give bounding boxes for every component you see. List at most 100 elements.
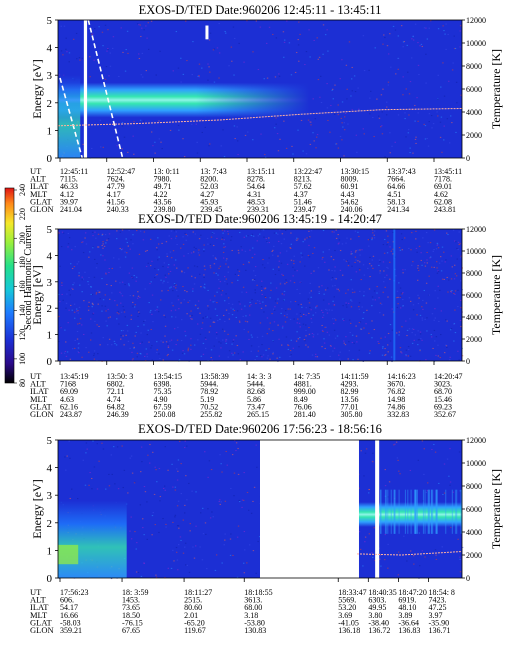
noise-pixel <box>455 131 457 133</box>
noise-pixel <box>437 355 440 357</box>
noise-pixel <box>313 140 315 142</box>
ephemeris-value: 68.00 <box>244 603 262 612</box>
noise-pixel <box>128 284 130 286</box>
ephemeris-value: -36.64 <box>398 618 419 627</box>
noise-pixel <box>405 88 407 90</box>
noise-pixel <box>308 312 310 314</box>
ephemeris-value: 49.95 <box>368 603 386 612</box>
noise-pixel <box>409 469 412 472</box>
noise-pixel <box>91 488 93 490</box>
noise-pixel <box>328 334 331 336</box>
noise-pixel <box>332 300 334 302</box>
noise-pixel <box>220 501 222 503</box>
ephemeris-value: 4.22 <box>154 190 168 199</box>
noise-pixel <box>446 232 448 234</box>
noise-pixel <box>419 331 422 333</box>
noise-pixel <box>437 28 440 30</box>
noise-pixel <box>268 328 270 330</box>
noise-pixel <box>326 331 329 333</box>
noise-pixel <box>127 245 130 247</box>
noise-pixel <box>190 252 193 254</box>
noise-pixel <box>410 57 413 59</box>
noise-pixel <box>207 289 209 292</box>
noise-pixel <box>445 319 447 321</box>
noise-pixel <box>403 237 406 239</box>
noise-pixel <box>244 549 246 551</box>
noise-pixel <box>88 256 90 258</box>
noise-pixel <box>437 115 439 117</box>
noise-pixel <box>376 98 378 100</box>
noise-pixel <box>178 527 180 529</box>
noise-pixel <box>378 115 380 117</box>
noise-pixel <box>289 247 291 249</box>
noise-pixel <box>423 473 425 475</box>
noise-pixel <box>437 247 440 249</box>
noise-pixel <box>372 556 374 558</box>
noise-pixel <box>334 266 336 268</box>
noise-pixel <box>213 232 215 234</box>
noise-pixel <box>133 346 135 348</box>
noise-pixel <box>150 328 152 331</box>
noise-pixel <box>205 533 207 535</box>
noise-pixel <box>238 270 241 272</box>
noise-pixel <box>159 495 162 498</box>
noise-pixel <box>154 466 156 468</box>
noise-pixel <box>414 23 417 25</box>
noise-pixel <box>291 145 293 147</box>
noise-pixel <box>340 117 343 119</box>
noise-pixel <box>450 115 452 117</box>
noise-pixel <box>426 262 428 264</box>
noise-pixel <box>257 235 260 237</box>
noise-pixel <box>452 491 455 493</box>
noise-pixel <box>238 320 241 322</box>
noise-pixel <box>69 358 72 360</box>
noise-pixel <box>303 313 305 315</box>
noise-pixel <box>105 310 107 312</box>
noise-pixel <box>243 472 245 474</box>
noise-pixel <box>175 231 177 233</box>
noise-pixel <box>112 36 115 38</box>
noise-pixel <box>120 302 122 304</box>
noise-pixel <box>254 253 256 255</box>
noise-pixel <box>254 289 256 291</box>
noise-pixel <box>122 486 124 489</box>
noise-pixel <box>127 330 129 332</box>
noise-pixel <box>77 261 80 263</box>
noise-pixel <box>351 341 354 344</box>
noise-pixel <box>108 298 111 300</box>
noise-pixel <box>224 539 226 541</box>
noise-pixel <box>366 309 368 311</box>
noise-pixel <box>354 91 357 93</box>
noise-pixel <box>287 308 289 310</box>
noise-pixel <box>230 533 232 535</box>
noise-pixel <box>132 243 134 245</box>
noise-pixel <box>310 296 312 298</box>
noise-pixel <box>197 252 200 254</box>
noise-pixel <box>73 282 75 284</box>
noise-pixel <box>280 243 283 245</box>
ephemeris-value: 4.63 <box>60 395 74 404</box>
colorbar-tick-label: 120 <box>18 329 27 341</box>
noise-pixel <box>267 355 269 357</box>
temperature-axis-label: Temperature [K] <box>489 49 503 129</box>
noise-pixel <box>362 565 364 567</box>
noise-pixel <box>329 345 332 347</box>
noise-pixel <box>197 75 199 77</box>
noise-pixel <box>441 546 443 548</box>
noise-pixel <box>192 288 194 290</box>
noise-pixel <box>210 469 213 471</box>
noise-pixel <box>384 559 386 561</box>
noise-pixel <box>248 338 250 340</box>
ephemeris-value: 4.62 <box>434 190 448 199</box>
noise-pixel <box>359 254 361 256</box>
noise-pixel <box>77 310 79 312</box>
noise-pixel <box>87 309 90 311</box>
noise-pixel <box>361 249 363 251</box>
noise-pixel <box>305 344 307 346</box>
noise-pixel <box>394 141 396 143</box>
noise-pixel <box>292 260 295 262</box>
noise-pixel <box>353 342 355 344</box>
noise-pixel <box>425 53 427 55</box>
noise-pixel <box>243 236 245 238</box>
